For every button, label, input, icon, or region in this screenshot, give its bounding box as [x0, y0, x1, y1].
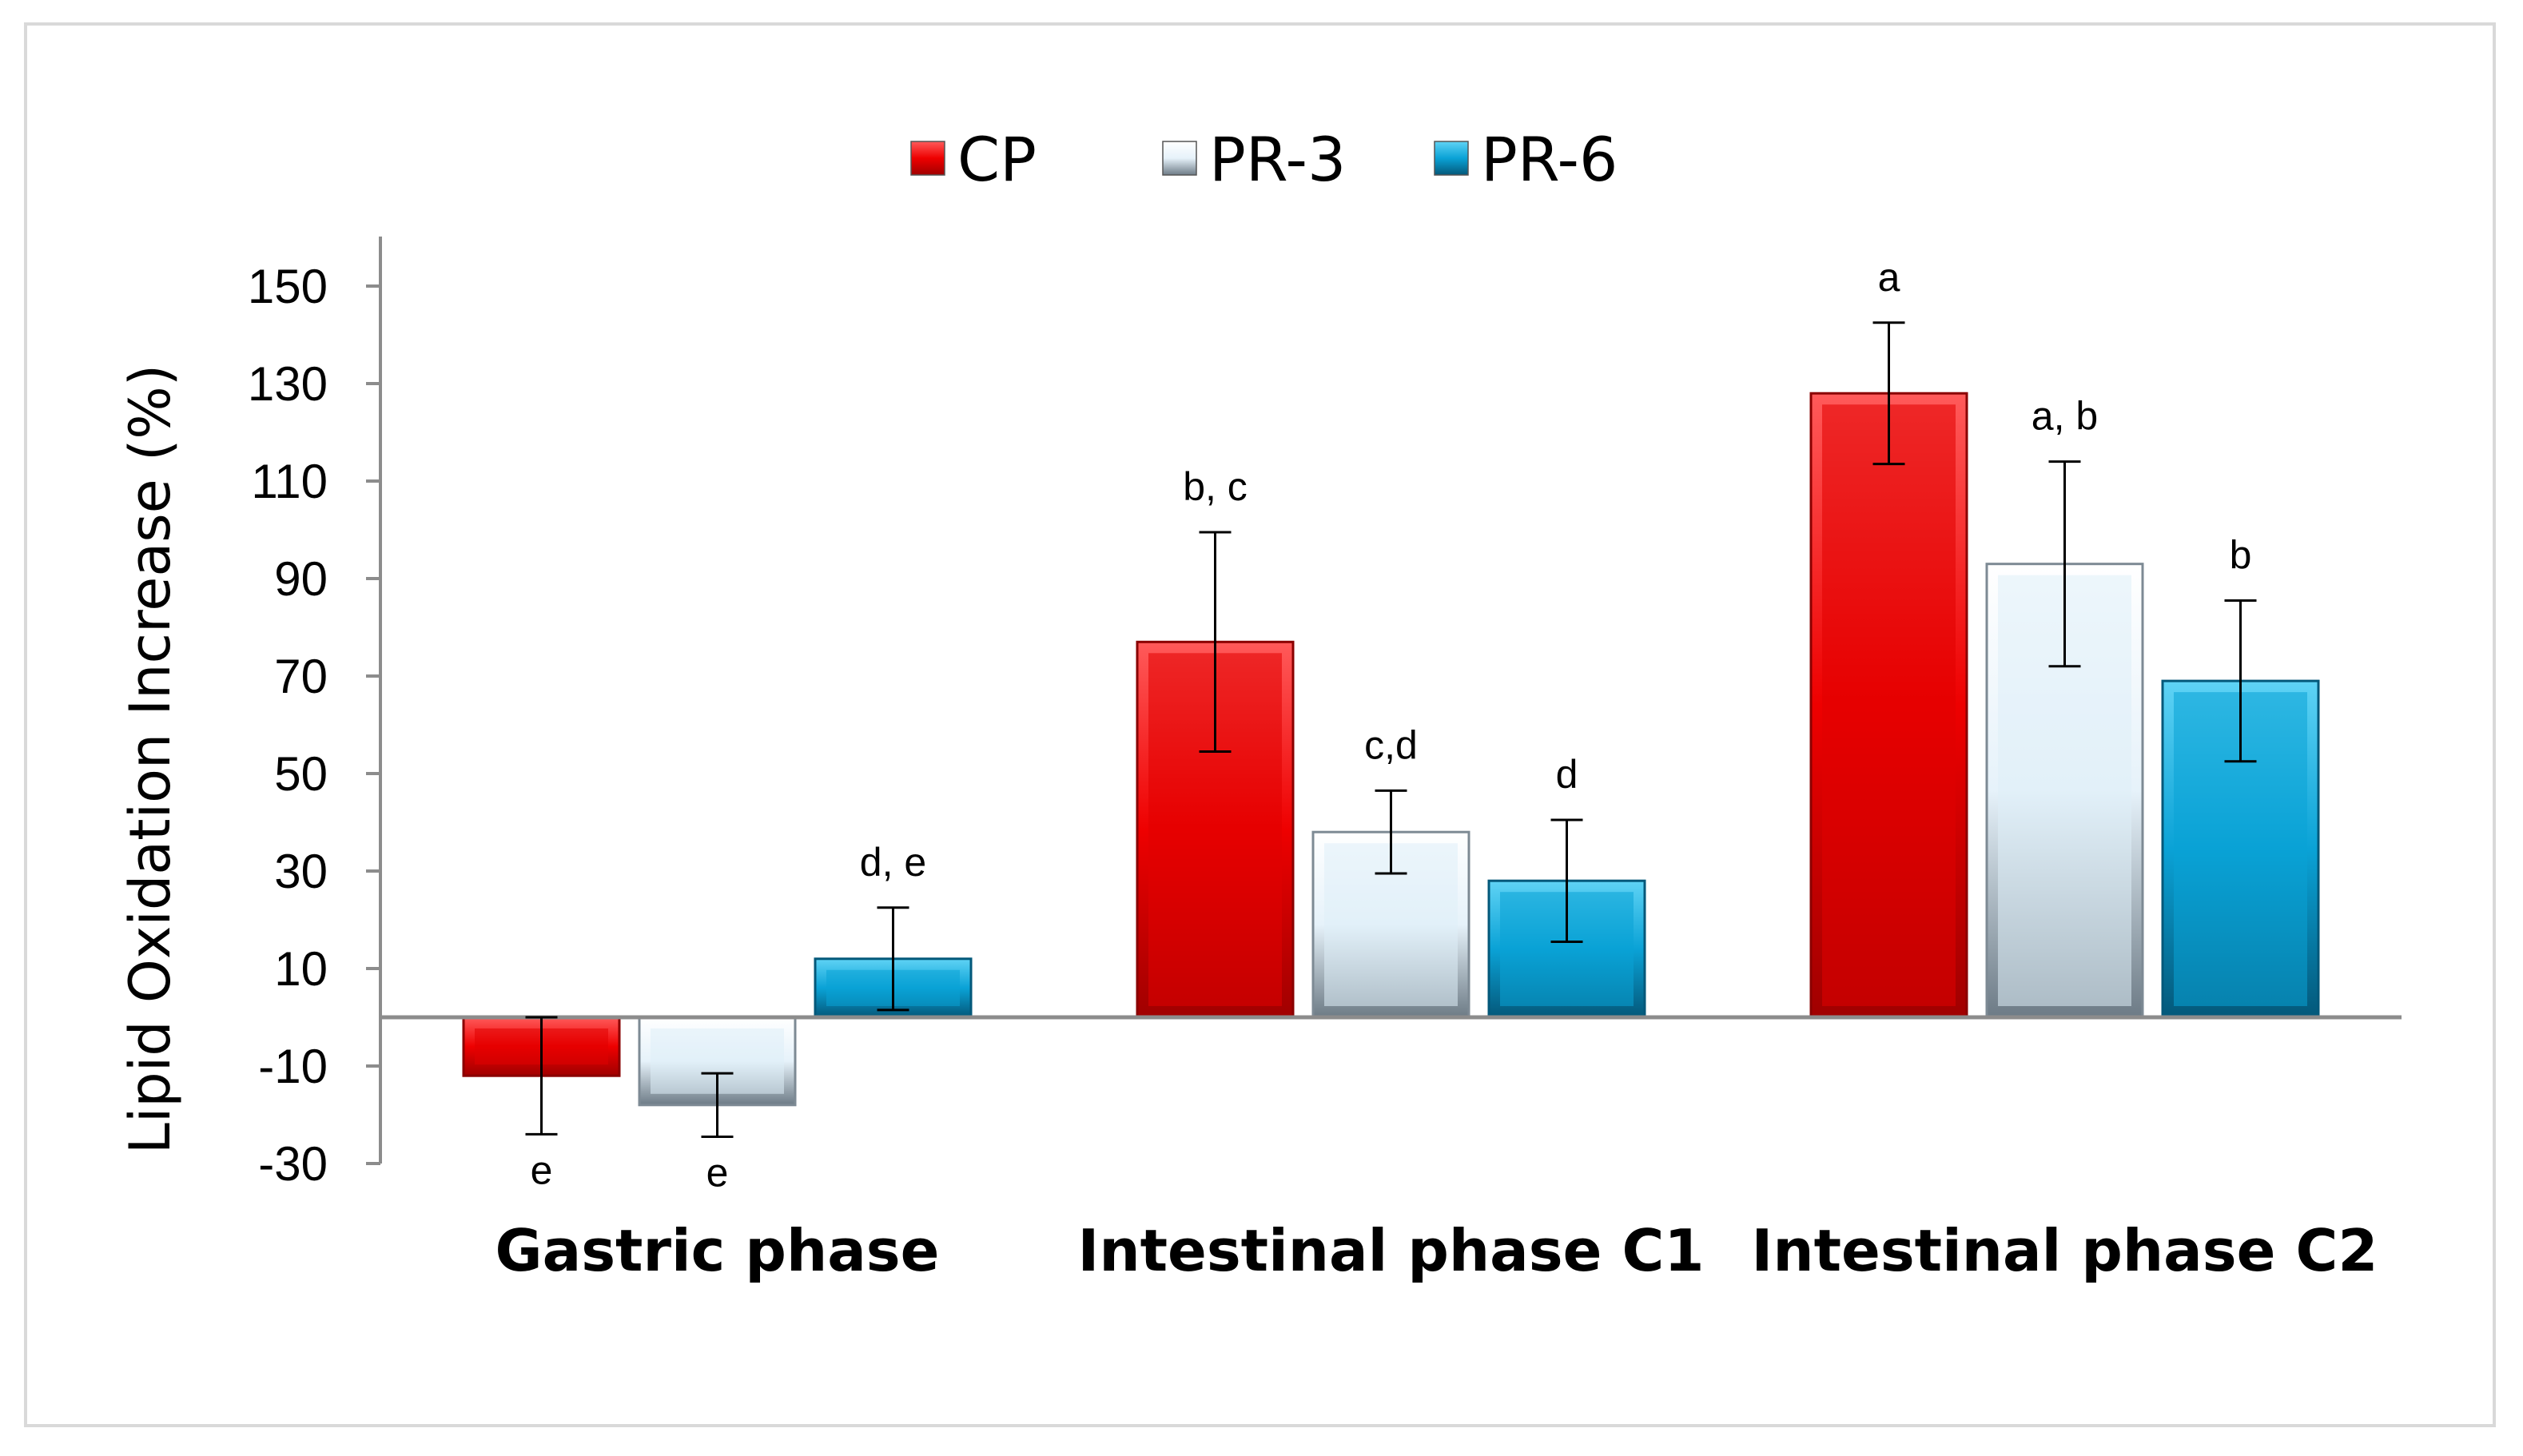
- significance-label: e: [531, 1148, 553, 1192]
- category-label: Intestinal phase C2: [1752, 1217, 2378, 1284]
- significance-label: d: [1556, 752, 1578, 797]
- legend: CP PR-3 PR-6: [910, 124, 1618, 195]
- error-bar-group: [525, 321, 2257, 1138]
- y-tick-label: 30: [274, 845, 328, 898]
- y-tick-label: 90: [274, 552, 328, 606]
- significance-label: b, c: [1183, 464, 1248, 509]
- significance-label: e: [706, 1150, 729, 1195]
- legend-swatch-pr-3: [1162, 141, 1197, 176]
- legend-swatch-cp: [910, 141, 945, 176]
- category-label-group: Gastric phase Intestinal phase C1 Intestin…: [495, 1217, 2378, 1284]
- legend-swatch-pr-6: [1434, 141, 1469, 176]
- legend-label-cp: CP: [957, 124, 1037, 195]
- legend-label-pr-6: PR-6: [1481, 124, 1618, 195]
- y-tick-label: 10: [274, 942, 328, 996]
- bar-bevel-cp-3: [1822, 404, 1956, 1006]
- significance-label: b: [2230, 532, 2252, 577]
- category-label: Gastric phase: [495, 1217, 940, 1284]
- significance-label: a, b: [2032, 394, 2098, 439]
- y-tick-label: 150: [248, 260, 328, 313]
- bar-group: [462, 392, 2320, 1107]
- category-label: Intestinal phase C1: [1078, 1217, 1705, 1284]
- y-axis-title: Lipid Oxidation Increase (%): [117, 364, 183, 1154]
- y-tick-label: 130: [248, 357, 328, 411]
- y-tick-label: 50: [274, 747, 328, 801]
- y-tick-label: -30: [258, 1137, 328, 1191]
- y-tick-group: 150 130 110 90 70 50 30 10 -10 -30: [248, 260, 380, 1191]
- y-tick-label: 110: [251, 455, 328, 508]
- significance-label: d, e: [860, 840, 926, 885]
- legend-label-pr-3: PR-3: [1209, 124, 1346, 195]
- significance-label: a: [1878, 255, 1900, 300]
- y-tick-label: 70: [274, 650, 328, 703]
- y-tick-label: -10: [258, 1040, 328, 1093]
- significance-label-group: e e d, e b, c c,d d a a, b b: [531, 255, 2252, 1195]
- significance-label: c,d: [1364, 722, 1418, 767]
